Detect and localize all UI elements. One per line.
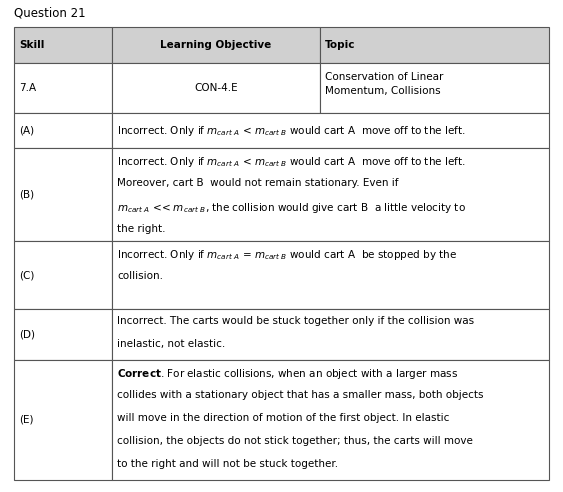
Bar xyxy=(14,27,112,63)
Text: (C): (C) xyxy=(19,270,34,280)
Text: Incorrect. Only if $m_{\mathit{cart\ A}}$ < $m_{\mathit{cart\ B}}$ would cart A : Incorrect. Only if $m_{\mathit{cart\ A}}… xyxy=(117,123,466,137)
Bar xyxy=(320,27,549,63)
Text: Topic: Topic xyxy=(325,40,355,50)
Text: collision, the objects do not stick together; thus, the carts will move: collision, the objects do not stick toge… xyxy=(117,436,473,446)
Text: Incorrect. Only if $m_{\mathit{cart\ A}}$ = $m_{\mathit{cart\ B}}$ would cart A : Incorrect. Only if $m_{\mathit{cart\ A}}… xyxy=(117,248,457,262)
Bar xyxy=(112,148,549,241)
Text: inelastic, not elastic.: inelastic, not elastic. xyxy=(117,339,225,349)
Bar xyxy=(14,148,112,241)
Text: $m_{\mathit{cart\ A}}$ << $m_{\mathit{cart\ B}}$, the collision would give cart : $m_{\mathit{cart\ A}}$ << $m_{\mathit{ca… xyxy=(117,201,466,215)
Bar xyxy=(14,360,112,480)
Bar xyxy=(14,63,112,113)
Bar xyxy=(14,113,112,148)
Text: 7.A: 7.A xyxy=(19,83,36,93)
Text: to the right and will not be stuck together.: to the right and will not be stuck toget… xyxy=(117,459,338,469)
Bar xyxy=(112,360,549,480)
Bar xyxy=(14,309,112,360)
Text: CON-4.E: CON-4.E xyxy=(194,83,238,93)
Text: the right.: the right. xyxy=(117,224,166,234)
Text: Incorrect. The carts would be stuck together only if the collision was: Incorrect. The carts would be stuck toge… xyxy=(117,316,474,326)
Bar xyxy=(14,241,112,309)
Text: Moreover, cart B  would not remain stationary. Even if: Moreover, cart B would not remain statio… xyxy=(117,178,399,188)
Bar xyxy=(112,63,320,113)
Text: collides with a stationary object that has a smaller mass, both objects: collides with a stationary object that h… xyxy=(117,390,484,400)
Text: Learning Objective: Learning Objective xyxy=(160,40,271,50)
Text: (A): (A) xyxy=(19,125,34,135)
Text: Skill: Skill xyxy=(19,40,44,50)
Bar xyxy=(112,113,549,148)
Text: collision.: collision. xyxy=(117,271,163,281)
Text: (D): (D) xyxy=(19,330,35,339)
Text: Conservation of Linear
Momentum, Collisions: Conservation of Linear Momentum, Collisi… xyxy=(325,72,444,96)
Bar xyxy=(112,241,549,309)
Text: $\mathbf{Correct}$. For elastic collisions, when an object with a larger mass: $\mathbf{Correct}$. For elastic collisio… xyxy=(117,367,458,381)
Text: will move in the direction of motion of the first object. In elastic: will move in the direction of motion of … xyxy=(117,413,449,423)
Text: Incorrect. Only if $m_{\mathit{cart\ A}}$ < $m_{\mathit{cart\ B}}$ would cart A : Incorrect. Only if $m_{\mathit{cart\ A}}… xyxy=(117,155,466,169)
Bar xyxy=(112,309,549,360)
Bar xyxy=(320,63,549,113)
Text: Question 21: Question 21 xyxy=(14,6,86,19)
Text: (B): (B) xyxy=(19,189,34,199)
Text: (E): (E) xyxy=(19,415,34,425)
Bar xyxy=(112,27,320,63)
